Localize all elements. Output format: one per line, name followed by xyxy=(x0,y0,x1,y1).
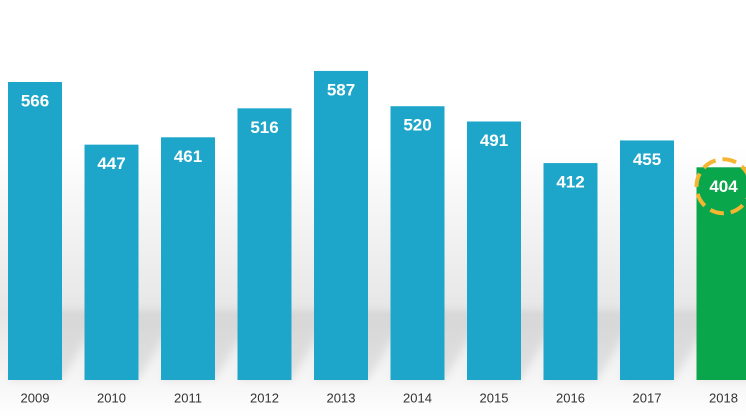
value-label: 461 xyxy=(174,147,202,166)
value-label: 491 xyxy=(480,131,508,150)
x-tick-label: 2010 xyxy=(97,390,126,405)
x-tick-label: 2011 xyxy=(174,390,202,405)
x-tick-label: 2014 xyxy=(403,390,432,405)
x-tick-label: 2017 xyxy=(633,390,662,405)
x-tick-label: 2013 xyxy=(327,390,356,405)
value-label: 412 xyxy=(556,173,584,192)
x-tick-label: 2012 xyxy=(250,390,279,405)
x-tick-label: 2015 xyxy=(480,390,509,405)
bar xyxy=(620,140,674,380)
bar xyxy=(314,70,368,380)
highlight-ring xyxy=(694,157,746,216)
value-label: 404 xyxy=(709,177,738,196)
x-tick-label: 2009 xyxy=(21,390,50,405)
value-label: 587 xyxy=(327,80,355,99)
bar xyxy=(696,167,746,380)
value-label: 520 xyxy=(403,116,431,135)
value-label: 447 xyxy=(97,154,125,173)
plot: 566 2009 447 2010 461 2011 516 2012 587 2013 520 20… xyxy=(8,70,746,405)
value-label: 566 xyxy=(21,91,49,110)
bar xyxy=(467,121,521,381)
bar xyxy=(543,163,598,380)
x-tick-label: 2018 xyxy=(709,390,738,405)
x-tick-label: 2016 xyxy=(556,390,585,405)
bar xyxy=(237,108,292,381)
bar xyxy=(390,106,445,380)
bar xyxy=(84,144,139,380)
bar xyxy=(8,82,62,380)
bar xyxy=(161,137,215,380)
value-label: 455 xyxy=(633,150,661,169)
value-label: 516 xyxy=(250,118,278,137)
